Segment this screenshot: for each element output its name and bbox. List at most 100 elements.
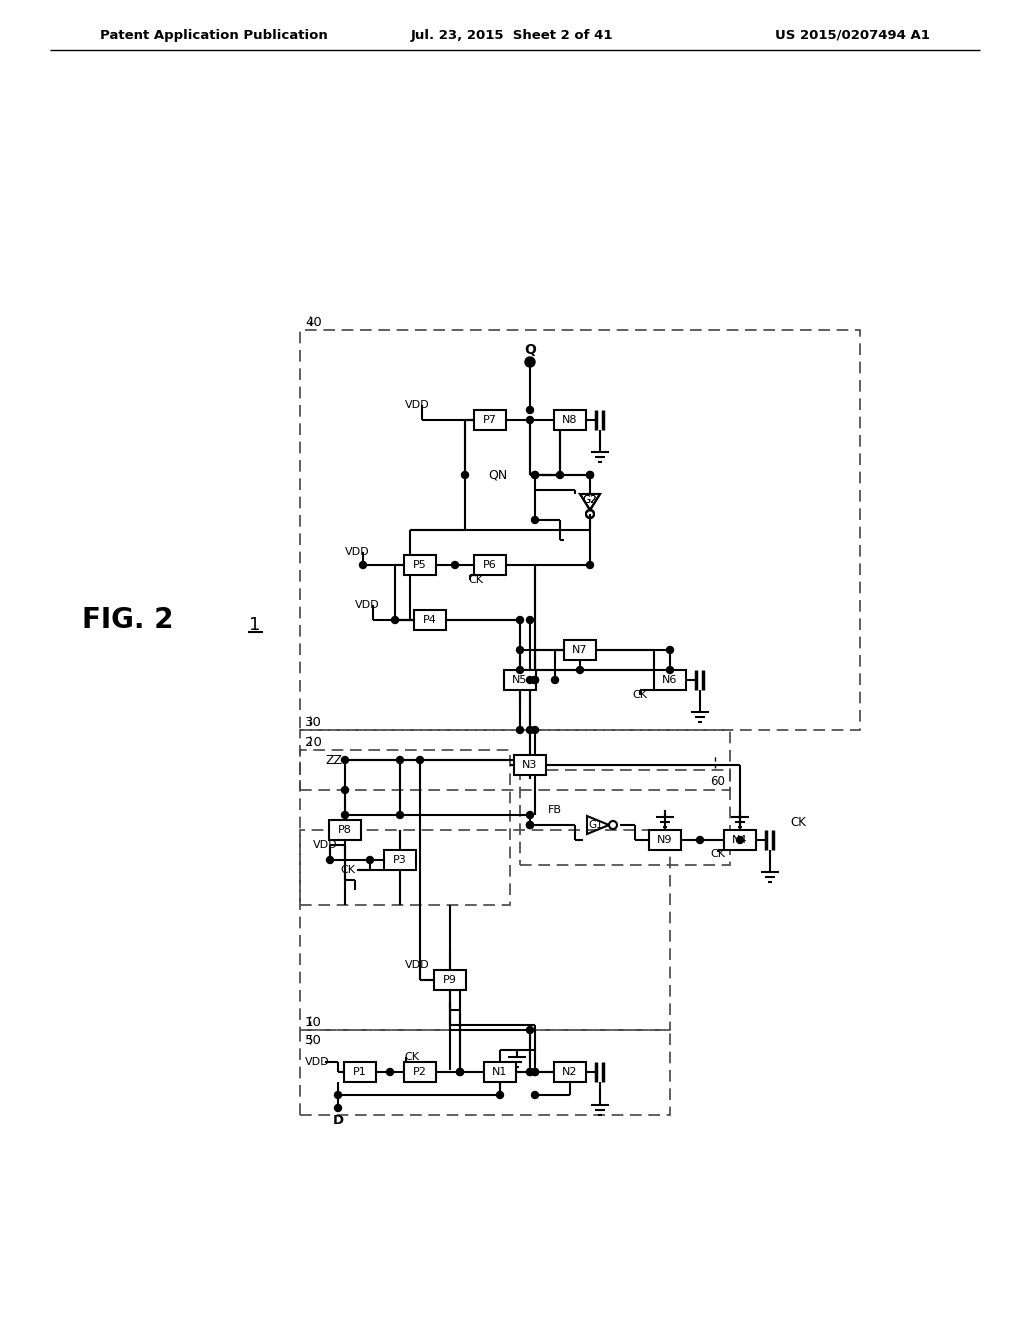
Text: ZZ: ZZ: [325, 754, 342, 767]
Text: 50: 50: [305, 1034, 322, 1047]
Circle shape: [667, 647, 674, 653]
Circle shape: [516, 616, 523, 623]
Circle shape: [462, 471, 469, 479]
Bar: [554, 1063, 586, 1082]
Circle shape: [531, 676, 539, 684]
Text: G1: G1: [589, 820, 603, 830]
Circle shape: [367, 857, 374, 863]
Circle shape: [526, 821, 534, 829]
Text: P1: P1: [353, 1067, 367, 1077]
Text: Patent Application Publication: Patent Application Publication: [100, 29, 328, 41]
Circle shape: [531, 676, 539, 684]
Text: FIG. 2: FIG. 2: [82, 606, 174, 634]
Circle shape: [341, 812, 348, 818]
Text: P3: P3: [393, 855, 407, 865]
Circle shape: [531, 471, 539, 479]
Circle shape: [386, 1068, 393, 1076]
Text: 20: 20: [305, 735, 322, 748]
Circle shape: [335, 1092, 341, 1098]
Text: QN: QN: [488, 469, 507, 482]
Circle shape: [531, 726, 539, 734]
Circle shape: [341, 787, 348, 793]
Text: G2: G2: [583, 495, 597, 506]
Text: P8: P8: [338, 825, 352, 836]
Bar: [484, 1063, 516, 1082]
Circle shape: [696, 837, 703, 843]
Circle shape: [531, 1092, 539, 1098]
Text: 30: 30: [305, 715, 322, 729]
Text: VDD: VDD: [345, 546, 370, 557]
Circle shape: [531, 471, 539, 479]
Circle shape: [526, 1027, 534, 1034]
Text: N9: N9: [657, 836, 673, 845]
Bar: [724, 830, 756, 850]
Text: P7: P7: [483, 414, 497, 425]
Text: D: D: [333, 1114, 344, 1126]
Bar: [564, 640, 596, 660]
Text: N5: N5: [512, 675, 527, 685]
Bar: [300, 730, 730, 789]
Circle shape: [526, 726, 534, 734]
Circle shape: [457, 1068, 464, 1076]
Text: CK: CK: [469, 576, 483, 585]
Circle shape: [396, 756, 403, 763]
Circle shape: [526, 821, 534, 829]
Circle shape: [531, 1068, 539, 1076]
Bar: [649, 830, 681, 850]
Circle shape: [531, 1068, 539, 1076]
Bar: [300, 330, 860, 730]
Circle shape: [556, 471, 563, 479]
Text: VDD: VDD: [406, 400, 430, 411]
Bar: [384, 850, 416, 870]
Bar: [474, 554, 506, 576]
Text: US 2015/0207494 A1: US 2015/0207494 A1: [775, 29, 930, 41]
Text: N3: N3: [522, 760, 538, 770]
Circle shape: [516, 647, 523, 653]
Bar: [404, 554, 436, 576]
Circle shape: [452, 561, 459, 569]
Text: P5: P5: [413, 560, 427, 570]
Text: 1: 1: [249, 616, 261, 634]
Text: CK: CK: [790, 816, 806, 829]
Bar: [654, 671, 686, 690]
Text: VDD: VDD: [313, 840, 338, 850]
Bar: [300, 750, 510, 906]
Text: 10: 10: [305, 1015, 322, 1028]
Bar: [514, 755, 546, 775]
Circle shape: [587, 471, 594, 479]
Circle shape: [587, 561, 594, 569]
Circle shape: [457, 1068, 464, 1076]
Bar: [300, 1030, 670, 1115]
Text: CK: CK: [711, 849, 725, 859]
Text: CK: CK: [340, 865, 355, 875]
Circle shape: [736, 837, 743, 843]
Bar: [329, 820, 361, 840]
Bar: [300, 830, 670, 1030]
Text: N2: N2: [562, 1067, 578, 1077]
Circle shape: [526, 1068, 534, 1076]
Text: N4: N4: [732, 836, 748, 845]
Bar: [474, 411, 506, 430]
Circle shape: [327, 857, 334, 863]
Circle shape: [526, 812, 534, 818]
Circle shape: [341, 756, 348, 763]
Bar: [344, 1063, 376, 1082]
Circle shape: [525, 356, 535, 367]
Circle shape: [587, 471, 594, 479]
Text: 60: 60: [710, 775, 725, 788]
Text: N8: N8: [562, 414, 578, 425]
Circle shape: [526, 616, 534, 623]
Text: VDD: VDD: [305, 1057, 330, 1067]
Text: N1: N1: [493, 1067, 508, 1077]
Circle shape: [417, 756, 424, 763]
Text: VDD: VDD: [406, 960, 430, 970]
Text: CK: CK: [633, 690, 647, 700]
Text: P9: P9: [443, 975, 457, 985]
Circle shape: [335, 1105, 341, 1111]
Circle shape: [526, 1068, 534, 1076]
Bar: [434, 970, 466, 990]
Text: P4: P4: [423, 615, 437, 624]
Circle shape: [552, 676, 558, 684]
Text: P6: P6: [483, 560, 497, 570]
Circle shape: [577, 667, 584, 673]
